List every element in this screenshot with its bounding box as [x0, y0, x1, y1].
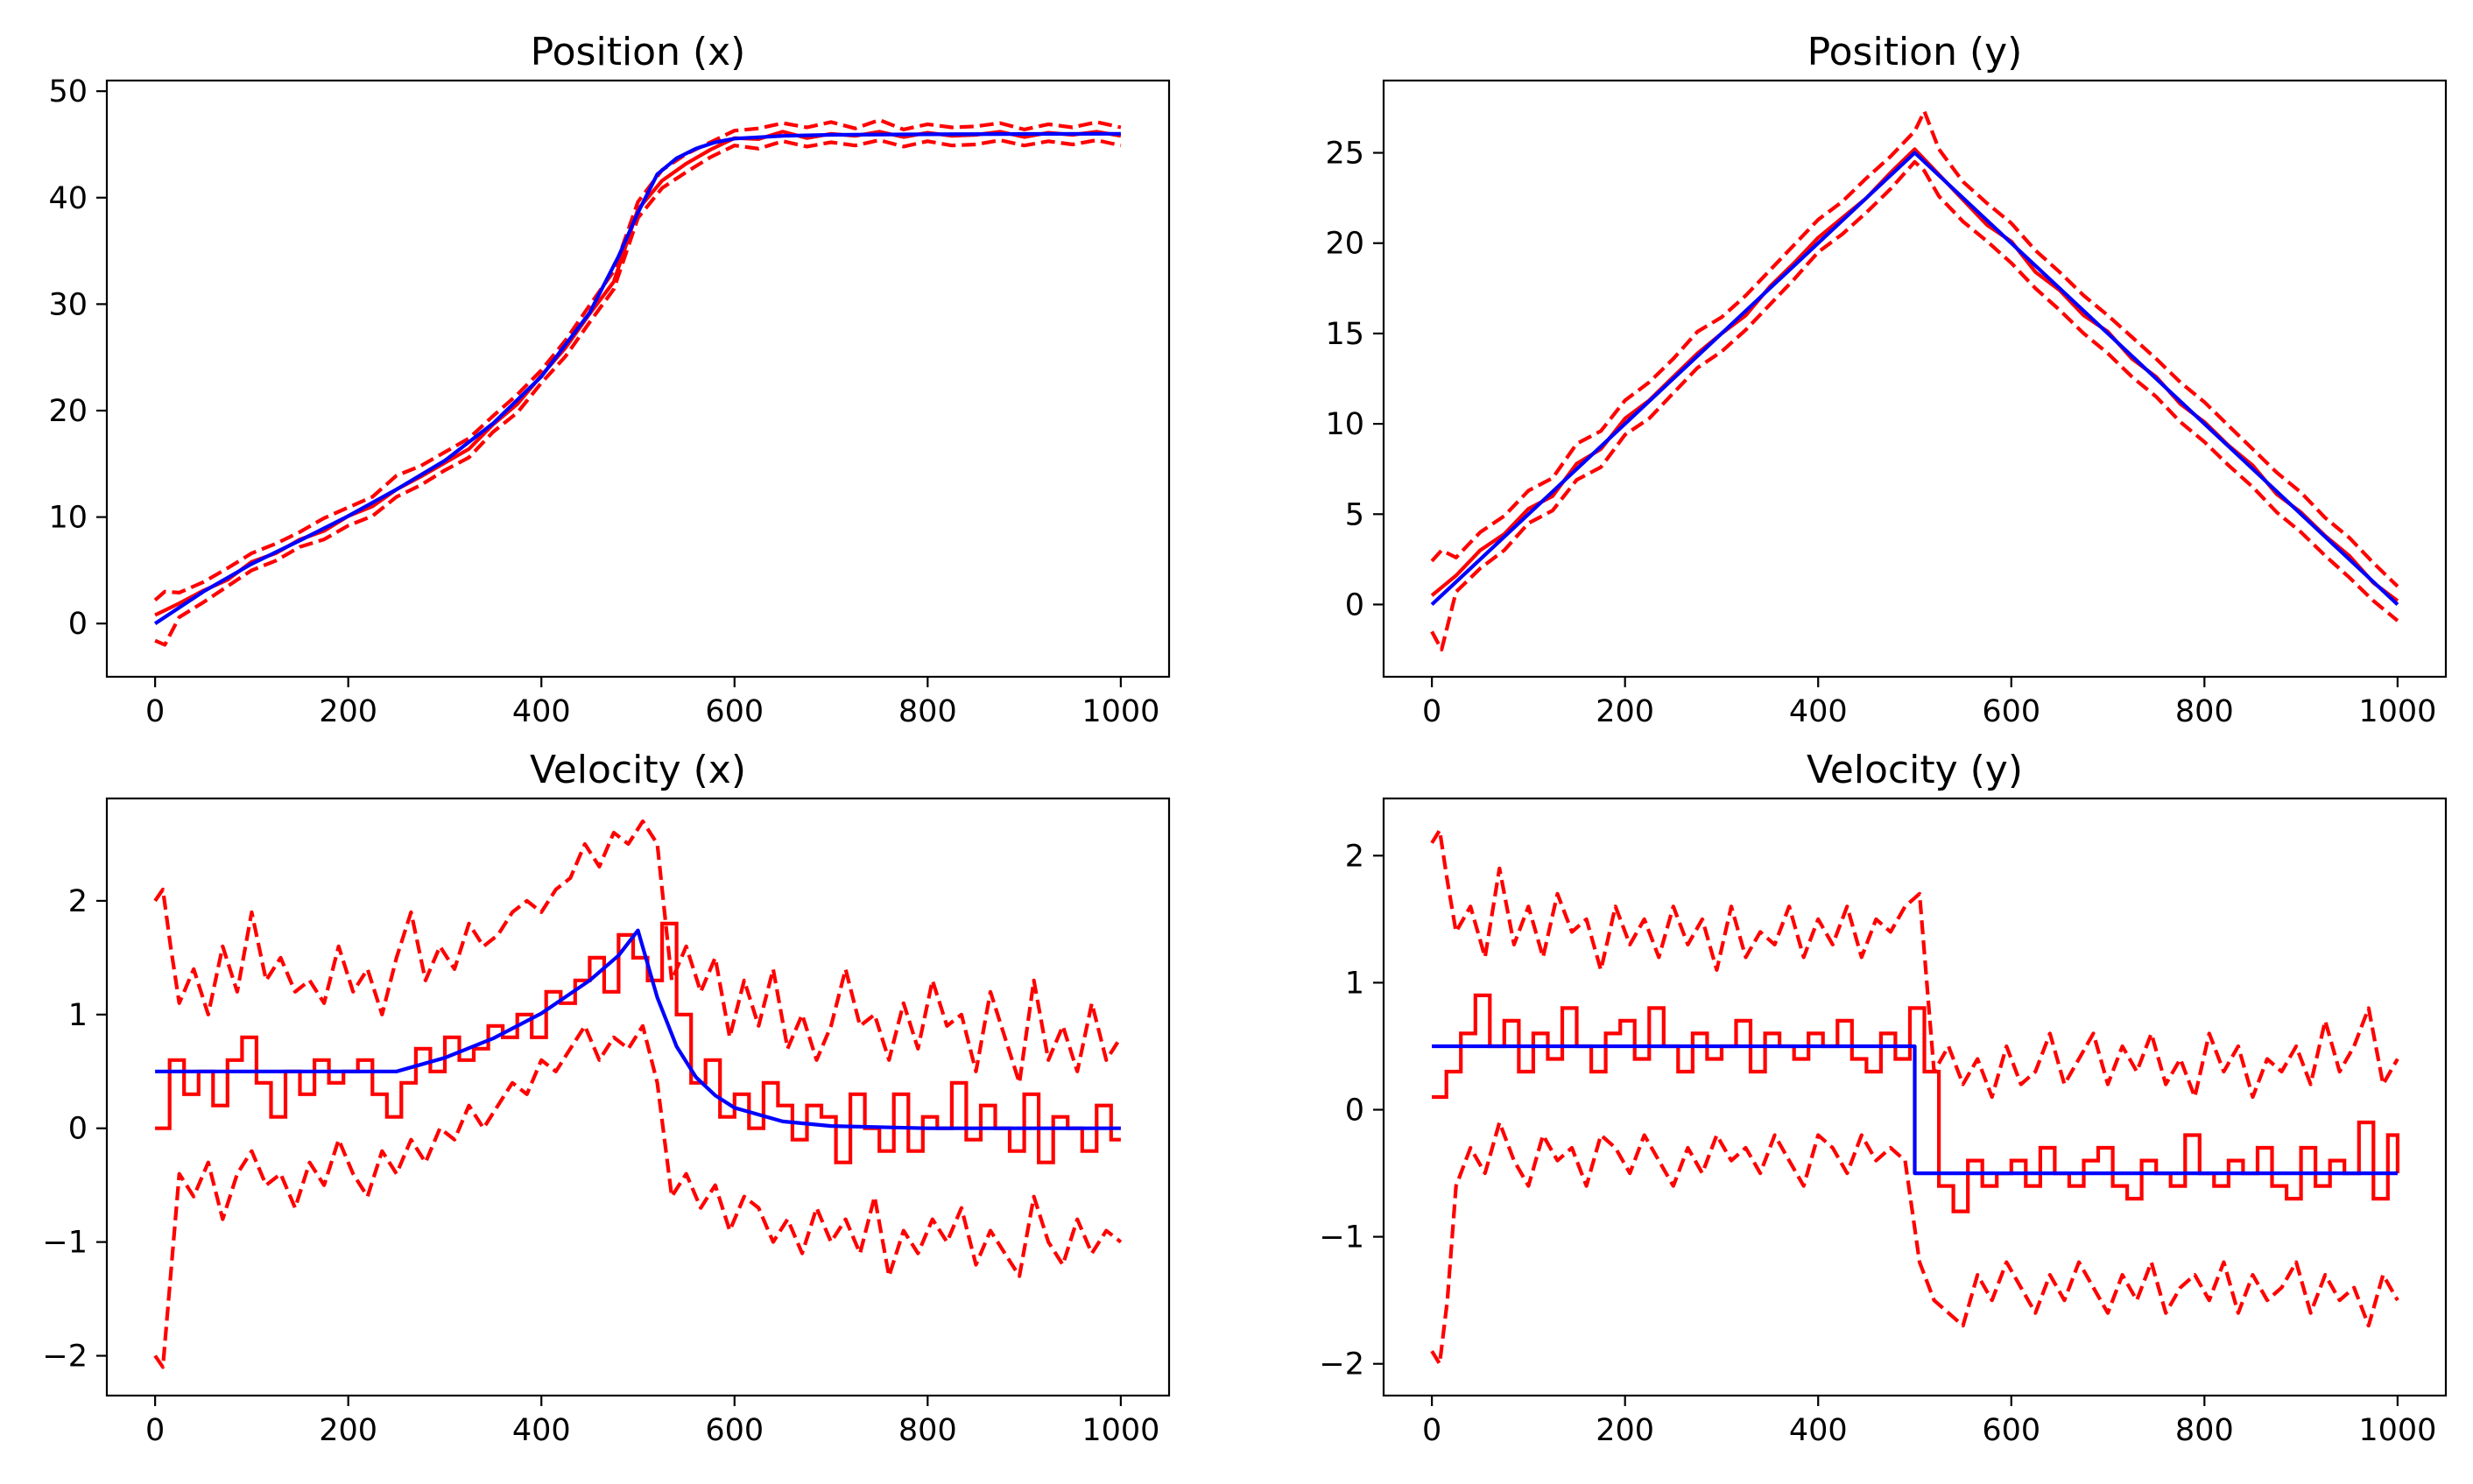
series-lower-bound [153, 1023, 1123, 1369]
y-tick-label: −2 [42, 1340, 88, 1375]
y-tick-label: 15 [1325, 317, 1364, 352]
chart-title: Velocity (x) [530, 748, 746, 792]
chart-vel_y: 0 200 400 600 800 1000 −2 −1 0 1 2 Velocity (y) [1319, 748, 2448, 1448]
y-tick-label: 2 [68, 884, 88, 919]
axes-frame [105, 797, 1171, 1397]
y-tick-label: 20 [48, 394, 88, 429]
x-tick-label: 200 [319, 694, 377, 729]
y-tick-label: 5 [1345, 497, 1364, 532]
x-tick-label: 400 [512, 694, 571, 729]
x-tick-label: 600 [1982, 1413, 2040, 1448]
series-truth [153, 131, 1121, 625]
y-tick-label: 50 [48, 74, 88, 109]
x-tick-label: 400 [1789, 694, 1848, 729]
series-estimate [1432, 993, 2399, 1213]
x-tick-label: 200 [1596, 694, 1654, 729]
x-tick-label: 800 [898, 1413, 957, 1448]
y-tick-label: 40 [48, 181, 88, 216]
x-tick-label: 400 [1789, 1413, 1848, 1448]
series-upper-bound [153, 117, 1122, 601]
x-tick-label: 800 [2175, 1413, 2234, 1448]
series-truth [1430, 151, 2399, 607]
y-tick-label: 0 [68, 607, 88, 642]
series-truth [155, 928, 1121, 1130]
x-tick-label: 1000 [1081, 694, 1159, 729]
y-tick-label: 0 [1345, 1094, 1364, 1129]
plot-area [153, 117, 1122, 647]
x-tick-label: 800 [898, 694, 957, 729]
series-upper-bound [153, 819, 1123, 1085]
x-tick-label: 600 [705, 1413, 764, 1448]
y-tick-label: 25 [1325, 137, 1364, 172]
y-tick-label: 1 [68, 998, 88, 1033]
plot-area [1430, 828, 2399, 1366]
x-tick-label: 1000 [1081, 1413, 1159, 1448]
y-tick-label: 0 [68, 1112, 88, 1147]
chart-title: Velocity (y) [1807, 748, 2023, 792]
x-tick-label: 400 [512, 1413, 571, 1448]
plot-area [153, 819, 1123, 1369]
chart-pos_y: 0 200 400 600 800 1000 0 5 10 15 20 25 Position (y) [1325, 30, 2448, 729]
y-tick-label: 2 [1345, 839, 1364, 874]
y-tick-label: 10 [1325, 407, 1364, 442]
axes-frame [105, 79, 1171, 679]
series-lower-bound [1430, 159, 2399, 652]
x-tick-label: 0 [1422, 694, 1441, 729]
series-estimate [155, 921, 1121, 1164]
x-tick-label: 0 [1422, 1413, 1441, 1448]
series-upper-bound [1430, 828, 2399, 1100]
x-tick-label: 200 [1596, 1413, 1654, 1448]
axes-frame [1382, 79, 2448, 679]
x-tick-label: 1000 [2358, 1413, 2436, 1448]
chart-title: Position (y) [1807, 30, 2023, 74]
series-lower-bound [154, 138, 1122, 647]
series-estimate [1430, 147, 2399, 602]
y-tick-label: −1 [1319, 1220, 1364, 1255]
axes-frame [1382, 797, 2448, 1397]
chart-title: Position (x) [531, 30, 746, 74]
y-tick-label: −2 [1319, 1347, 1364, 1382]
series-upper-bound [1430, 109, 2399, 588]
x-tick-label: 0 [145, 1413, 165, 1448]
y-tick-label: 1 [1345, 966, 1364, 1001]
x-tick-label: 600 [1982, 694, 2040, 729]
y-tick-label: 0 [1345, 587, 1364, 622]
y-tick-label: 10 [48, 501, 88, 536]
plot-area [1430, 109, 2399, 652]
y-tick-label: 30 [48, 287, 88, 322]
y-tick-label: −1 [42, 1226, 88, 1261]
x-tick-label: 200 [319, 1413, 377, 1448]
series-lower-bound [1430, 1120, 2399, 1366]
x-tick-label: 600 [705, 694, 764, 729]
series-truth [1432, 1044, 2398, 1176]
x-tick-label: 0 [145, 694, 165, 729]
y-tick-label: 20 [1325, 227, 1364, 262]
x-tick-label: 800 [2175, 694, 2234, 729]
x-tick-label: 1000 [2358, 694, 2436, 729]
chart-vel_x: 0 200 400 600 800 1000 −2 −1 0 1 2 Velocity (x) [42, 748, 1171, 1448]
chart-pos_x: 0 200 400 600 800 1000 0 10 20 30 40 50 Position (x) [48, 30, 1171, 729]
